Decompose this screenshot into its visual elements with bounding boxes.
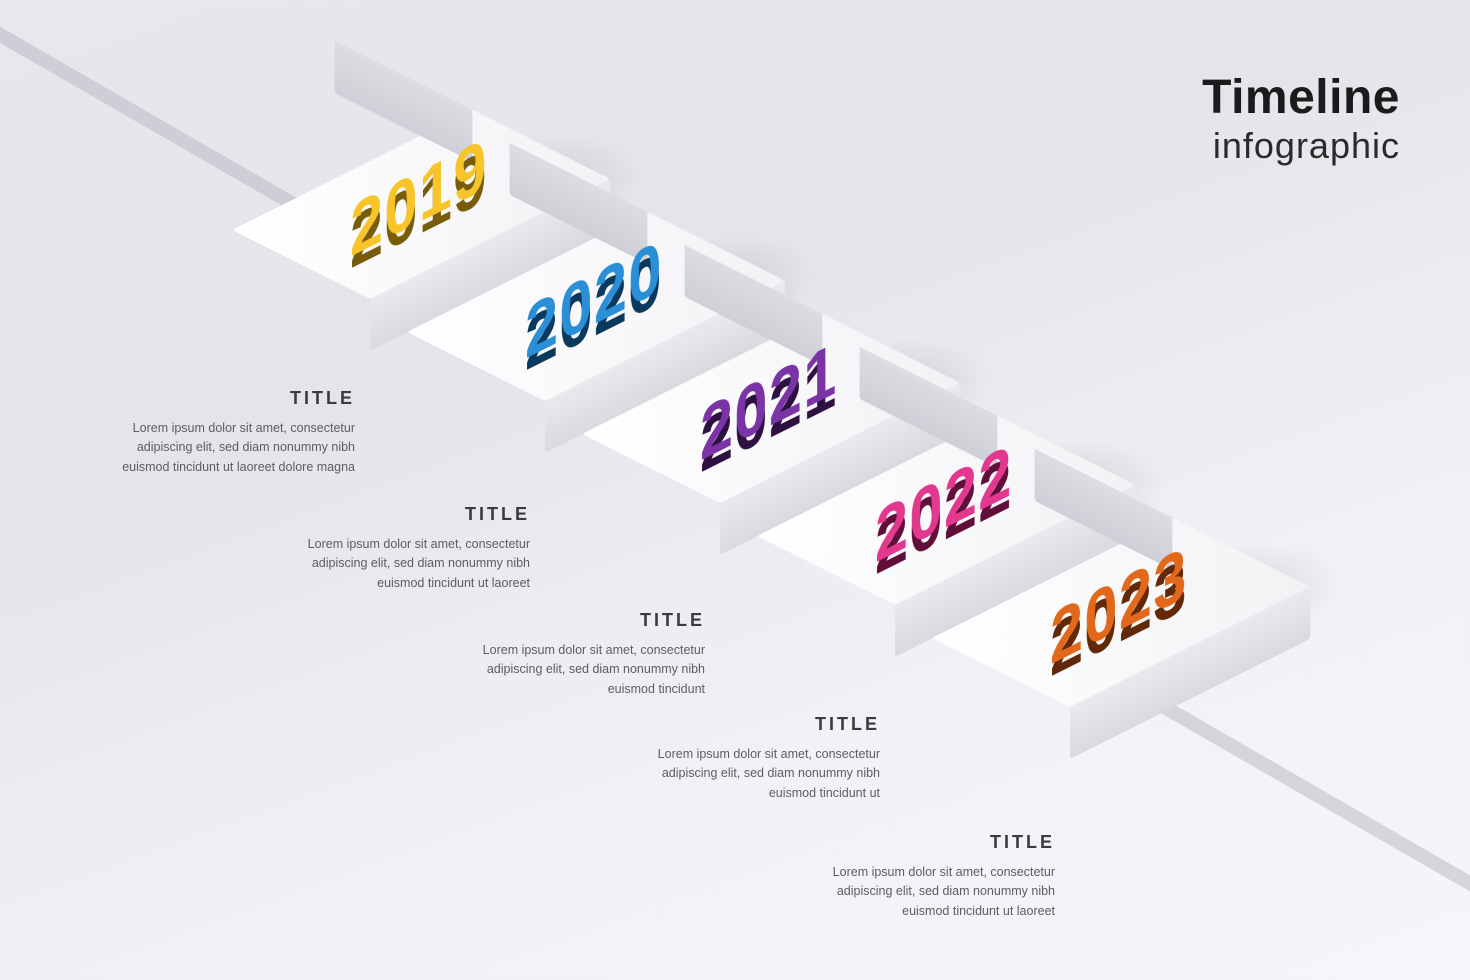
caption-body: Lorem ipsum dolor sit amet, consectetur … (290, 535, 530, 593)
caption-title: TITLE (815, 832, 1055, 853)
timeline-stage: 20192019TITLELorem ipsum dolor sit amet,… (0, 0, 1470, 980)
caption-body: Lorem ipsum dolor sit amet, consectetur … (465, 641, 705, 699)
caption-body: Lorem ipsum dolor sit amet, consectetur … (640, 745, 880, 803)
caption-title: TITLE (290, 504, 530, 525)
caption-title: TITLE (115, 388, 355, 409)
caption-body: Lorem ipsum dolor sit amet, consectetur … (115, 419, 355, 477)
caption-2021: TITLE Lorem ipsum dolor sit amet, consect… (465, 610, 705, 699)
caption-2022: TITLE Lorem ipsum dolor sit amet, consect… (640, 714, 880, 803)
caption-2023: TITLE Lorem ipsum dolor sit amet, consect… (815, 832, 1055, 921)
caption-2019: TITLE Lorem ipsum dolor sit amet, consect… (115, 388, 355, 477)
caption-body: Lorem ipsum dolor sit amet, consectetur … (815, 863, 1055, 921)
caption-title: TITLE (465, 610, 705, 631)
caption-title: TITLE (640, 714, 880, 735)
caption-2020: TITLE Lorem ipsum dolor sit amet, consect… (290, 504, 530, 593)
